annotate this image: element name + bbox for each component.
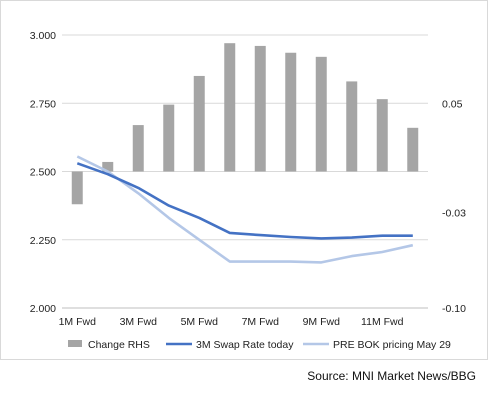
left-tick-label: 2.500 — [30, 167, 56, 179]
left-tick-label: 3.000 — [30, 30, 56, 42]
x-tick-label: 9M Fwd — [303, 316, 341, 328]
legend-swatch — [68, 340, 82, 347]
x-tick-label: 1M Fwd — [59, 316, 97, 328]
left-tick-label: 2.000 — [30, 303, 56, 315]
series-line — [76, 155, 414, 264]
x-tick-label: 5M Fwd — [181, 316, 219, 328]
bar — [132, 125, 144, 172]
x-tick-label: 7M Fwd — [242, 316, 280, 328]
bar — [224, 43, 236, 172]
right-tick-label: -0.10 — [442, 303, 466, 315]
right-tick-label: 0.05 — [442, 98, 463, 110]
legend-label: Change RHS — [88, 339, 150, 351]
x-tick-label: 3M Fwd — [120, 316, 158, 328]
series-line — [76, 162, 413, 240]
bar — [193, 75, 205, 172]
bar — [254, 45, 266, 172]
bar — [407, 127, 419, 172]
left-axis-ticks: 2.000 2.250 2.500 2.750 3.000 — [30, 30, 56, 315]
right-axis-ticks: -0.10 -0.03 0.05 — [442, 98, 466, 315]
bar — [71, 171, 83, 205]
line-series — [76, 155, 414, 264]
bar-series-change — [71, 43, 419, 205]
x-axis-ticks: 1M Fwd 3M Fwd 5M Fwd 7M Fwd 9M Fwd 11M Fwd — [59, 316, 404, 328]
bar — [163, 104, 175, 172]
left-tick-label: 2.750 — [30, 98, 56, 110]
right-tick-label: -0.03 — [442, 207, 466, 219]
bar — [346, 81, 358, 172]
gridlines — [62, 34, 428, 309]
legend: Change RHS 3M Swap Rate today PRE BOK pric… — [68, 339, 451, 351]
legend-label: 3M Swap Rate today — [196, 339, 294, 351]
bar — [315, 56, 327, 172]
left-tick-label: 2.250 — [30, 235, 56, 247]
legend-label: PRE BOK pricing May 29 — [333, 339, 451, 351]
x-tick-label: 11M Fwd — [361, 316, 404, 328]
bar — [285, 52, 297, 172]
bar — [376, 99, 388, 172]
source-note: Source: MNI Market News/BBG — [307, 369, 476, 383]
bar — [102, 161, 114, 172]
